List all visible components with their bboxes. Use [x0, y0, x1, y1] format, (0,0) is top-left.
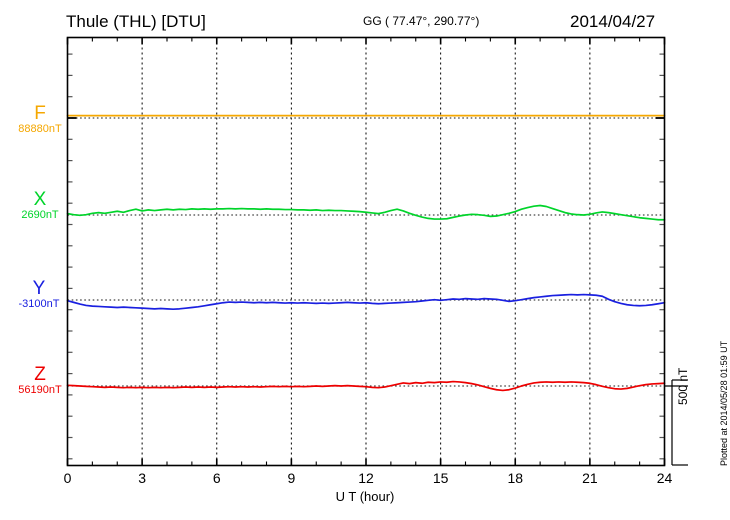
- x-tick-label: 24: [656, 470, 673, 486]
- plotted-at-timestamp: Plotted at 2014/05/28 01:59 UT: [719, 340, 729, 466]
- component-symbol-y: Y: [32, 278, 46, 299]
- scale-bar-label: 500 nT: [676, 367, 690, 405]
- x-axis-title: U T (hour): [335, 489, 395, 504]
- x-tick-label: 21: [582, 470, 598, 486]
- x-tick-label: 12: [358, 470, 374, 486]
- x-tick-label: 6: [212, 470, 221, 486]
- component-baseline-y: -3100nT: [18, 298, 60, 310]
- x-tick-label: 18: [507, 470, 524, 486]
- x-tick-label: 0: [63, 470, 72, 486]
- component-baseline-f: 88880nT: [18, 123, 62, 135]
- geographic-coordinates: GG ( 77.47°, 290.77°): [363, 14, 480, 28]
- x-tick-label: 3: [138, 470, 147, 486]
- vertical-gridlines: [141, 37, 591, 466]
- component-baseline-x: 2690nT: [21, 209, 59, 221]
- component-label-z: Z 56190nT: [12, 365, 68, 397]
- component-symbol-x: X: [33, 189, 47, 210]
- component-symbol-z: Z: [34, 364, 46, 385]
- component-baseline-z: 56190nT: [18, 384, 62, 396]
- page-title: Thule (THL) [DTU]: [66, 12, 206, 31]
- scale-bar: [664, 379, 688, 466]
- y-axis-ticks: [67, 53, 665, 460]
- x-axis-ticks: [66, 37, 666, 466]
- component-label-y: Y -3100nT: [10, 279, 68, 311]
- component-symbol-f: F: [34, 103, 46, 124]
- component-label-x: X 2690nT: [14, 190, 66, 222]
- plot-frame: [66, 36, 666, 467]
- observation-date: 2014/04/27: [570, 12, 656, 31]
- data-traces: [66, 114, 666, 392]
- x-tick-label: 15: [432, 470, 449, 486]
- x-tick-label: 9: [287, 470, 296, 486]
- component-label-f: F 88880nT: [14, 104, 66, 136]
